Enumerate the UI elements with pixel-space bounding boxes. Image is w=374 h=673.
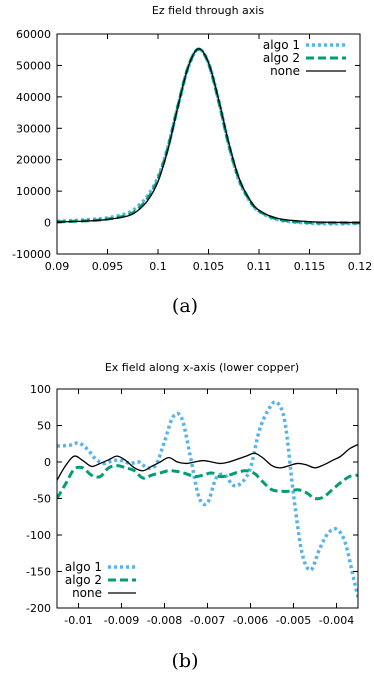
- series-line-algo-1: [57, 47, 360, 226]
- y-tick-label: -50: [33, 493, 51, 506]
- caption-b: (b): [172, 650, 199, 672]
- series-line-algo-1: [57, 400, 358, 598]
- series-line-algo-2: [57, 464, 358, 501]
- y-tick-label: -200: [26, 602, 51, 615]
- series-line-none: [57, 48, 360, 224]
- x-tick-label: -0.008: [147, 614, 182, 627]
- chart-ez-field: Ez field through axis 0.09 0.095 0.1 0.105 0…: [12, 4, 372, 317]
- x-tick-label: 0.105: [193, 260, 225, 273]
- y-tick-label: 100: [30, 383, 51, 396]
- legend-label: algo 1: [65, 560, 102, 574]
- y-tick-label: 20000: [16, 154, 51, 167]
- y-tick-label: -100: [26, 529, 51, 542]
- y-tick-label: 0: [44, 456, 51, 469]
- x-tick-label: 0.095: [92, 260, 124, 273]
- x-tick-label: 0.12: [348, 260, 373, 273]
- caption-a: (a): [172, 295, 198, 317]
- y-tick-label: 30000: [16, 122, 51, 135]
- legend-label: algo 1: [263, 38, 300, 52]
- y-tick-label: 40000: [16, 91, 51, 104]
- x-tick-label: -0.006: [233, 614, 268, 627]
- legend-label: none: [72, 586, 102, 600]
- legend-label: algo 2: [65, 573, 102, 587]
- x-tick-label: 0.09: [45, 260, 70, 273]
- y-tick-label: 0: [44, 217, 51, 230]
- x-tick-label: -0.009: [104, 614, 139, 627]
- x-tick-label: -0.007: [190, 614, 225, 627]
- series-line-none: [57, 443, 358, 481]
- legend-label: none: [270, 64, 300, 78]
- y-tick-label: 60000: [16, 28, 51, 41]
- y-tick-label: -150: [26, 566, 51, 579]
- y-tick-label: -10000: [12, 248, 51, 261]
- x-tick-label: 0.115: [294, 260, 326, 273]
- x-tick-label: -0.01: [64, 614, 92, 627]
- y-tick-label: 10000: [16, 185, 51, 198]
- x-tick-label: -0.004: [319, 614, 354, 627]
- y-tick-label: 50: [37, 420, 51, 433]
- series-line-algo-2: [57, 47, 360, 225]
- legend-label: algo 2: [263, 51, 300, 65]
- y-tick-label: 50000: [16, 59, 51, 72]
- chart-ex-field: Ex field along x-axis (lower copper) -0.…: [26, 361, 359, 672]
- chart-title: Ez field through axis: [152, 4, 264, 17]
- x-tick-label: -0.005: [276, 614, 311, 627]
- x-tick-label: 0.1: [149, 260, 167, 273]
- x-tick-label: 0.11: [247, 260, 272, 273]
- chart-title: Ex field along x-axis (lower copper): [105, 361, 299, 374]
- plot-frame: [56, 388, 359, 609]
